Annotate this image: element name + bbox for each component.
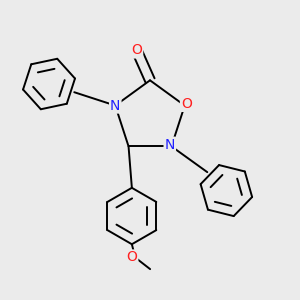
Text: N: N	[110, 98, 121, 112]
Text: O: O	[181, 97, 192, 111]
Text: O: O	[126, 250, 137, 265]
Text: O: O	[131, 44, 142, 58]
Text: N: N	[165, 138, 175, 152]
